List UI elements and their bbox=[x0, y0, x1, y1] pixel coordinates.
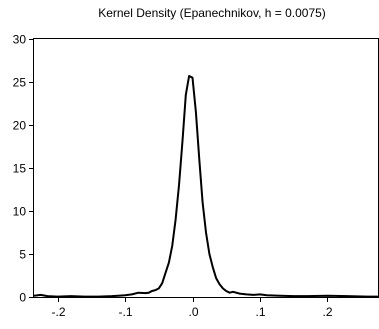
chart-title: Kernel Density (Epanechnikov, h = 0.0075… bbox=[98, 6, 326, 20]
x-tick-label: .1 bbox=[255, 305, 265, 319]
plot-frame bbox=[33, 38, 379, 298]
x-tick-label: .2 bbox=[322, 305, 332, 319]
y-tick-label: 10 bbox=[13, 205, 27, 219]
y-axis: 0 5 10 15 20 25 30 bbox=[13, 33, 34, 305]
density-line bbox=[33, 75, 378, 298]
y-tick-label: 15 bbox=[13, 162, 27, 176]
series-layer bbox=[33, 75, 378, 298]
x-tick-label: -.2 bbox=[51, 305, 65, 319]
y-tick-label: 5 bbox=[19, 248, 26, 262]
y-tick-label: 25 bbox=[13, 76, 27, 90]
y-tick-label: 0 bbox=[19, 291, 26, 305]
x-axis: -.2 -.1 .0 .1 .2 bbox=[51, 297, 333, 319]
y-tick-label: 30 bbox=[13, 33, 27, 47]
x-tick-label: -.1 bbox=[118, 305, 132, 319]
y-tick-label: 20 bbox=[13, 119, 27, 133]
x-tick-label: .0 bbox=[188, 305, 198, 319]
